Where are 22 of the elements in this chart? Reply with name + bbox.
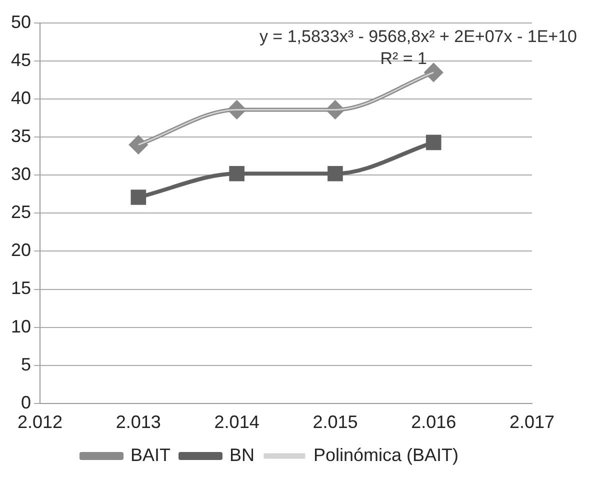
y-tick-label: 45 — [10, 50, 32, 70]
y-tick-label: 30 — [10, 164, 32, 184]
x-tick-label: 2.015 — [312, 412, 358, 432]
x-tick-label: 2.016 — [411, 412, 456, 432]
annotation: R² = 1 — [380, 49, 427, 68]
y-tick-label: 15 — [10, 278, 32, 298]
legend-label: BAIT — [130, 444, 170, 465]
x-tick-label: 2.012 — [18, 412, 63, 432]
y-tick-label: 5 — [21, 354, 32, 374]
y-tick-label: 0 — [21, 392, 32, 412]
x-tick-label: 2.013 — [116, 412, 161, 432]
legend-label: BN — [229, 444, 254, 465]
y-tick-label: 20 — [10, 240, 32, 260]
y-tick-label: 25 — [10, 202, 32, 222]
y-tick-label: 50 — [10, 12, 32, 32]
legend-label: Polinómica (BAIT) — [313, 444, 459, 465]
y-tick-label: 35 — [10, 126, 32, 146]
annotation: y = 1,5833x³ - 9568,8x² + 2E+07x - 1E+10 — [259, 27, 577, 46]
x-tick-label: 2.014 — [214, 412, 260, 432]
x-tick-label: 2.017 — [509, 412, 555, 432]
y-tick-label: 40 — [10, 88, 32, 108]
y-tick-label: 10 — [10, 316, 32, 336]
